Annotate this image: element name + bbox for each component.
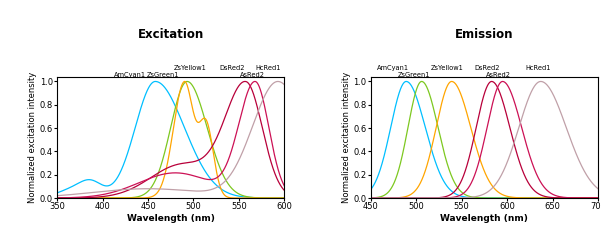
Y-axis label: Normalized excitation intensity: Normalized excitation intensity <box>341 72 350 203</box>
Text: AmCyan1: AmCyan1 <box>377 65 409 71</box>
Text: AsRed2: AsRed2 <box>486 72 511 78</box>
Text: AmCyan1: AmCyan1 <box>114 72 146 78</box>
Title: Excitation: Excitation <box>138 28 204 41</box>
Text: HcRed1: HcRed1 <box>525 65 551 71</box>
Text: HcRed1: HcRed1 <box>255 65 281 71</box>
Text: ZsGreen1: ZsGreen1 <box>147 72 178 78</box>
Y-axis label: Normalized excitation intensity: Normalized excitation intensity <box>28 72 37 203</box>
Title: Emission: Emission <box>455 28 514 41</box>
X-axis label: Wavelength (nm): Wavelength (nm) <box>127 214 215 223</box>
Text: DsRed2: DsRed2 <box>474 65 500 71</box>
Text: ZsGreen1: ZsGreen1 <box>397 72 430 78</box>
Text: DsRed2: DsRed2 <box>220 65 245 71</box>
Text: ZsYellow1: ZsYellow1 <box>431 65 463 71</box>
Text: ZsYellow1: ZsYellow1 <box>174 65 206 71</box>
X-axis label: Wavelength (nm): Wavelength (nm) <box>441 214 528 223</box>
Text: AsRed2: AsRed2 <box>240 72 265 78</box>
